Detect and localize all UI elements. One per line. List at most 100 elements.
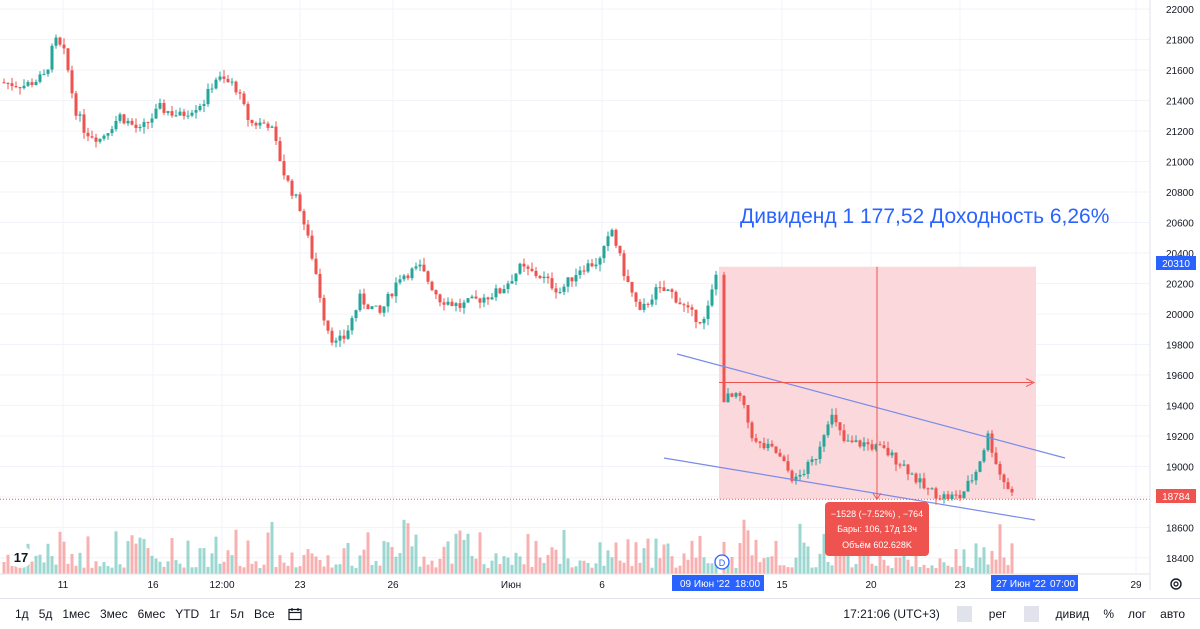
volume-bar xyxy=(734,567,738,574)
volume-bar xyxy=(310,553,314,574)
candle-body xyxy=(902,464,906,466)
volume-bar xyxy=(294,567,298,574)
measure-box[interactable]: −1528 (−7.52%) , −764 Бары: 106, 17д 13ч… xyxy=(825,502,929,556)
timeframe-4[interactable]: 6мес xyxy=(137,607,166,621)
log-toggle[interactable]: лог xyxy=(1127,607,1147,621)
candle-body xyxy=(10,83,14,87)
volume-bar xyxy=(614,542,618,574)
timeframe-6[interactable]: 1г xyxy=(209,607,221,621)
candle-body xyxy=(782,456,786,462)
candle-body xyxy=(626,276,630,282)
candle-body xyxy=(594,264,598,267)
volume-bar xyxy=(842,551,846,574)
candle-body xyxy=(246,104,250,120)
timeframe-5[interactable]: YTD xyxy=(175,607,200,621)
y-tick-label: 18600 xyxy=(1166,523,1194,534)
settings-gear-icon[interactable] xyxy=(1170,578,1182,590)
timeframe-0[interactable]: 1д xyxy=(15,607,29,621)
candle-body xyxy=(286,175,290,181)
volume-bar xyxy=(214,536,218,574)
volume-bar xyxy=(818,553,822,574)
candle-body xyxy=(438,294,442,303)
volume-bar xyxy=(202,548,206,574)
candle-body xyxy=(398,279,402,283)
x-tick-label: 23 xyxy=(954,580,966,591)
auto-toggle[interactable]: авто xyxy=(1160,607,1185,621)
timeframe-3[interactable]: 3мес xyxy=(99,607,128,621)
volume-bar xyxy=(782,565,786,574)
candle-body xyxy=(290,180,294,196)
candle-body xyxy=(922,478,926,489)
candle-body xyxy=(138,126,142,129)
volume-bar xyxy=(682,553,686,574)
y-tick-label: 19000 xyxy=(1166,462,1194,473)
candle-body xyxy=(274,126,278,142)
candle-body xyxy=(190,112,194,116)
y-tick-label: 20800 xyxy=(1166,188,1194,199)
candle-body xyxy=(570,277,574,282)
candle-body xyxy=(402,275,406,280)
candle-body xyxy=(334,340,338,343)
volume-bar xyxy=(230,555,234,574)
session-toggle[interactable]: рег xyxy=(988,607,1007,621)
candle-body xyxy=(826,424,830,436)
candle-body xyxy=(694,309,698,323)
candle-body xyxy=(526,266,530,269)
volume-bar xyxy=(110,567,114,574)
candle-body xyxy=(882,445,886,448)
volume-bar xyxy=(790,567,794,574)
volume-bar xyxy=(462,539,466,574)
volume-bar xyxy=(114,531,118,574)
volume-bar xyxy=(386,542,390,574)
volume-bar xyxy=(74,565,78,574)
dividend-marker[interactable]: D xyxy=(714,554,730,570)
percent-toggle[interactable]: % xyxy=(1103,607,1114,621)
candle-body xyxy=(618,245,622,254)
candle-body xyxy=(502,288,506,294)
candle-body xyxy=(158,102,162,109)
x-tick-label: 16 xyxy=(147,580,159,591)
volume-bar xyxy=(670,556,674,574)
candle-body xyxy=(194,110,198,113)
volume-bar xyxy=(762,558,766,574)
candle-body xyxy=(470,296,474,299)
candle-body xyxy=(874,444,878,450)
volume-bar xyxy=(382,541,386,574)
candle-body xyxy=(734,393,738,397)
candle-body xyxy=(394,282,398,297)
volume-bar xyxy=(934,567,938,574)
bottom-right-controls: 17:21:06 (UTC+3) рег дивид % лог авто xyxy=(836,599,1192,629)
dividend-toggle[interactable]: дивид xyxy=(1055,607,1090,621)
candle-body xyxy=(546,276,550,279)
volume-bar xyxy=(690,540,694,574)
candle-body xyxy=(358,293,362,311)
volume-bar xyxy=(958,565,962,574)
timeframe-8[interactable]: Все xyxy=(253,607,275,621)
candle-body xyxy=(198,105,202,111)
volume-bar xyxy=(258,567,262,574)
clock-time[interactable]: 17:21:06 (UTC+3) xyxy=(843,607,940,621)
candle-body xyxy=(370,306,374,310)
volume-bar xyxy=(206,567,210,574)
volume-bar xyxy=(994,559,998,574)
candle-body xyxy=(430,281,434,291)
candle-body xyxy=(982,450,986,462)
volume-bar xyxy=(942,562,946,574)
volume-bar xyxy=(6,554,10,574)
candle-body xyxy=(154,108,158,119)
time-axis[interactable]: 11 16 12:00 23 26 Июн 6 15 20 23 29 xyxy=(0,573,1150,591)
candle-body xyxy=(794,476,798,482)
calendar-range-icon[interactable] xyxy=(288,607,302,621)
candle-body xyxy=(806,461,810,474)
timeframe-1[interactable]: 5д xyxy=(38,607,53,621)
candle-body xyxy=(894,452,898,465)
candle-body xyxy=(606,236,610,247)
candle-body xyxy=(666,289,670,291)
timeframe-2[interactable]: 1мес xyxy=(62,607,90,621)
volume-bar xyxy=(794,557,798,574)
timeframe-7[interactable]: 5л xyxy=(230,607,244,621)
candle-body xyxy=(790,470,794,482)
volume-bar xyxy=(246,540,250,574)
candle-body xyxy=(658,287,662,289)
